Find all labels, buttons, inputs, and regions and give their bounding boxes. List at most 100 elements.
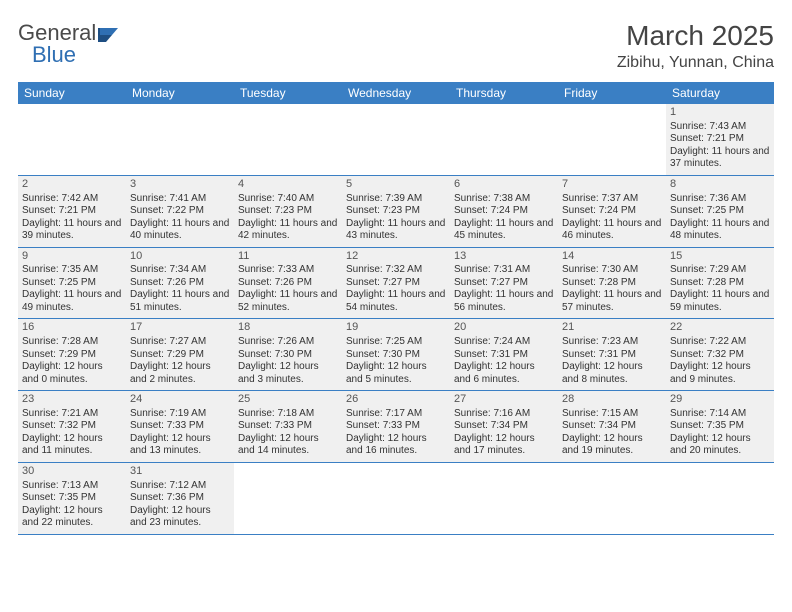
sunrise-text: Sunrise: 7:26 AM [238, 336, 338, 349]
day-number: 21 [562, 321, 662, 335]
location-label: Zibihu, Yunnan, China [617, 54, 774, 72]
sunrise-text: Sunrise: 7:27 AM [130, 336, 230, 349]
daylight-text: Daylight: 12 hours and 13 minutes. [130, 433, 230, 458]
sunset-text: Sunset: 7:23 PM [346, 205, 446, 218]
sunset-text: Sunset: 7:32 PM [670, 349, 770, 362]
sunset-text: Sunset: 7:30 PM [346, 349, 446, 362]
empty-cell [126, 104, 234, 175]
week-row: 2Sunrise: 7:42 AMSunset: 7:21 PMDaylight… [18, 176, 774, 248]
day-cell: 31Sunrise: 7:12 AMSunset: 7:36 PMDayligh… [126, 463, 234, 534]
sunrise-text: Sunrise: 7:31 AM [454, 264, 554, 277]
sunset-text: Sunset: 7:31 PM [562, 349, 662, 362]
daylight-text: Daylight: 12 hours and 20 minutes. [670, 433, 770, 458]
day-cell: 9Sunrise: 7:35 AMSunset: 7:25 PMDaylight… [18, 248, 126, 319]
brand-word2-wrap: Blue [32, 42, 76, 68]
daylight-text: Daylight: 11 hours and 52 minutes. [238, 289, 338, 314]
empty-cell [342, 104, 450, 175]
day-cell: 8Sunrise: 7:36 AMSunset: 7:25 PMDaylight… [666, 176, 774, 247]
empty-cell [666, 463, 774, 534]
day-number: 17 [130, 321, 230, 335]
day-number: 1 [670, 106, 770, 120]
sunset-text: Sunset: 7:21 PM [22, 205, 122, 218]
day-number: 4 [238, 178, 338, 192]
empty-cell [450, 463, 558, 534]
day-number: 9 [22, 250, 122, 264]
day-number: 3 [130, 178, 230, 192]
day-cell: 25Sunrise: 7:18 AMSunset: 7:33 PMDayligh… [234, 391, 342, 462]
day-number: 19 [346, 321, 446, 335]
day-number: 26 [346, 393, 446, 407]
day-number: 15 [670, 250, 770, 264]
day-number: 8 [670, 178, 770, 192]
sunset-text: Sunset: 7:32 PM [22, 420, 122, 433]
daylight-text: Daylight: 11 hours and 54 minutes. [346, 289, 446, 314]
sunrise-text: Sunrise: 7:18 AM [238, 408, 338, 421]
sunrise-text: Sunrise: 7:21 AM [22, 408, 122, 421]
sunset-text: Sunset: 7:29 PM [130, 349, 230, 362]
day-cell: 30Sunrise: 7:13 AMSunset: 7:35 PMDayligh… [18, 463, 126, 534]
week-row: 9Sunrise: 7:35 AMSunset: 7:25 PMDaylight… [18, 248, 774, 320]
sunset-text: Sunset: 7:23 PM [238, 205, 338, 218]
empty-cell [558, 104, 666, 175]
daylight-text: Daylight: 12 hours and 22 minutes. [22, 505, 122, 530]
day-header: Monday [126, 82, 234, 104]
sunset-text: Sunset: 7:34 PM [454, 420, 554, 433]
header: General March 2025 Zibihu, Yunnan, China [18, 20, 774, 72]
empty-cell [234, 104, 342, 175]
sunrise-text: Sunrise: 7:24 AM [454, 336, 554, 349]
day-number: 23 [22, 393, 122, 407]
daylight-text: Daylight: 11 hours and 39 minutes. [22, 218, 122, 243]
sunrise-text: Sunrise: 7:33 AM [238, 264, 338, 277]
day-number: 12 [346, 250, 446, 264]
week-row: 16Sunrise: 7:28 AMSunset: 7:29 PMDayligh… [18, 319, 774, 391]
sunrise-text: Sunrise: 7:19 AM [130, 408, 230, 421]
daylight-text: Daylight: 11 hours and 51 minutes. [130, 289, 230, 314]
day-cell: 14Sunrise: 7:30 AMSunset: 7:28 PMDayligh… [558, 248, 666, 319]
sunrise-text: Sunrise: 7:29 AM [670, 264, 770, 277]
day-number: 11 [238, 250, 338, 264]
sunrise-text: Sunrise: 7:38 AM [454, 193, 554, 206]
day-cell: 28Sunrise: 7:15 AMSunset: 7:34 PMDayligh… [558, 391, 666, 462]
sunset-text: Sunset: 7:33 PM [346, 420, 446, 433]
day-cell: 3Sunrise: 7:41 AMSunset: 7:22 PMDaylight… [126, 176, 234, 247]
day-number: 31 [130, 465, 230, 479]
day-cell: 19Sunrise: 7:25 AMSunset: 7:30 PMDayligh… [342, 319, 450, 390]
daylight-text: Daylight: 12 hours and 14 minutes. [238, 433, 338, 458]
day-cell: 17Sunrise: 7:27 AMSunset: 7:29 PMDayligh… [126, 319, 234, 390]
day-number: 10 [130, 250, 230, 264]
day-number: 22 [670, 321, 770, 335]
empty-cell [558, 463, 666, 534]
sunrise-text: Sunrise: 7:43 AM [670, 121, 770, 134]
day-number: 18 [238, 321, 338, 335]
day-header: Saturday [666, 82, 774, 104]
empty-cell [342, 463, 450, 534]
sunrise-text: Sunrise: 7:15 AM [562, 408, 662, 421]
sunrise-text: Sunrise: 7:17 AM [346, 408, 446, 421]
daylight-text: Daylight: 11 hours and 49 minutes. [22, 289, 122, 314]
day-cell: 13Sunrise: 7:31 AMSunset: 7:27 PMDayligh… [450, 248, 558, 319]
sunrise-text: Sunrise: 7:42 AM [22, 193, 122, 206]
daylight-text: Daylight: 11 hours and 48 minutes. [670, 218, 770, 243]
sunrise-text: Sunrise: 7:32 AM [346, 264, 446, 277]
day-cell: 1Sunrise: 7:43 AMSunset: 7:21 PMDaylight… [666, 104, 774, 175]
sunset-text: Sunset: 7:30 PM [238, 349, 338, 362]
day-cell: 7Sunrise: 7:37 AMSunset: 7:24 PMDaylight… [558, 176, 666, 247]
daylight-text: Daylight: 12 hours and 8 minutes. [562, 361, 662, 386]
day-header: Wednesday [342, 82, 450, 104]
sunset-text: Sunset: 7:29 PM [22, 349, 122, 362]
sunset-text: Sunset: 7:26 PM [130, 277, 230, 290]
empty-cell [450, 104, 558, 175]
day-cell: 10Sunrise: 7:34 AMSunset: 7:26 PMDayligh… [126, 248, 234, 319]
sunrise-text: Sunrise: 7:22 AM [670, 336, 770, 349]
sunset-text: Sunset: 7:21 PM [670, 133, 770, 146]
sunset-text: Sunset: 7:27 PM [454, 277, 554, 290]
day-number: 7 [562, 178, 662, 192]
day-number: 24 [130, 393, 230, 407]
daylight-text: Daylight: 11 hours and 46 minutes. [562, 218, 662, 243]
day-number: 14 [562, 250, 662, 264]
sunset-text: Sunset: 7:28 PM [670, 277, 770, 290]
day-cell: 23Sunrise: 7:21 AMSunset: 7:32 PMDayligh… [18, 391, 126, 462]
sunrise-text: Sunrise: 7:37 AM [562, 193, 662, 206]
day-cell: 4Sunrise: 7:40 AMSunset: 7:23 PMDaylight… [234, 176, 342, 247]
week-row: 30Sunrise: 7:13 AMSunset: 7:35 PMDayligh… [18, 463, 774, 535]
